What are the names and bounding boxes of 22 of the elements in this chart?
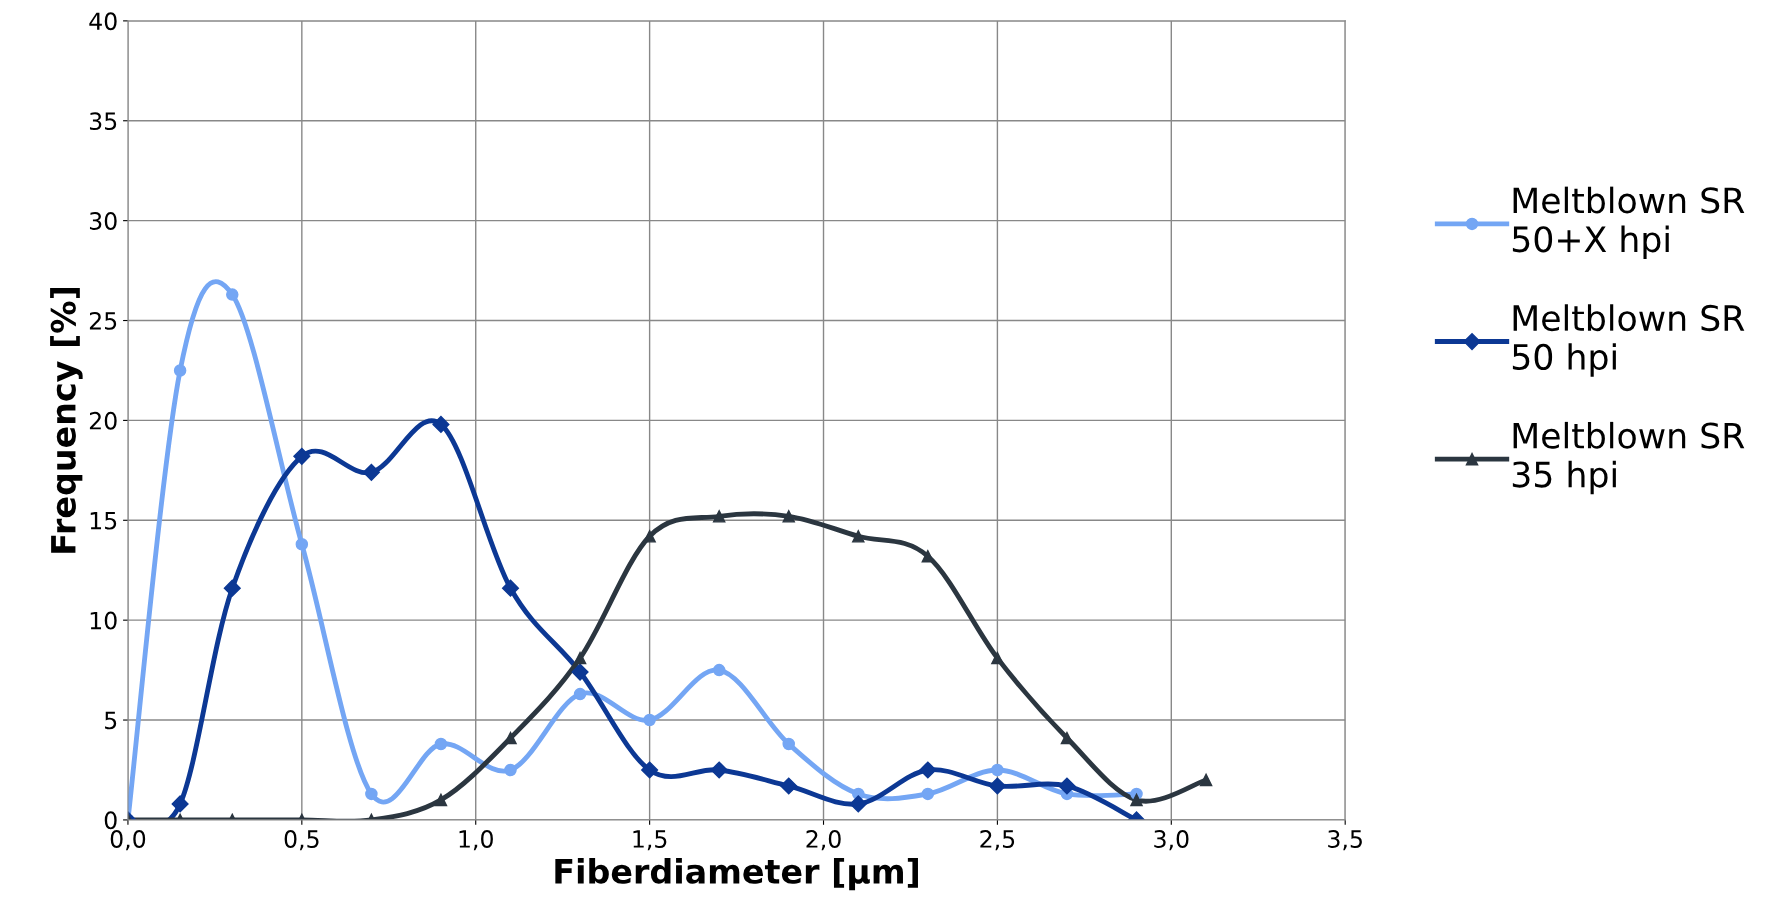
y-tick-label: 20 <box>89 411 117 430</box>
y-tick-label: 0 <box>104 811 117 830</box>
x-axis-title: Fiberdiameter [µm] <box>555 858 918 891</box>
x-tick-label: 1,5 <box>633 830 667 851</box>
legend-label: Meltblown SR 50 hpi <box>1512 304 1745 377</box>
x-tick-label: 0,0 <box>110 830 146 851</box>
y-tick-label: 10 <box>90 611 117 630</box>
x-tick-label: 2,0 <box>806 830 841 851</box>
x-tick-label: 1,0 <box>459 830 493 851</box>
legend-label: Meltblown SR 50+X hpi <box>1512 186 1745 260</box>
y-axis-title: Frequency [%] <box>50 287 83 553</box>
x-tick-label: 0,5 <box>284 830 319 851</box>
y-tick-label: 25 <box>89 311 117 330</box>
y-tick-label: 5 <box>105 711 117 730</box>
y-tick-label: 40 <box>89 12 117 31</box>
y-tick-label: 30 <box>89 212 117 230</box>
y-tick-label: 15 <box>90 512 117 530</box>
x-tick-label: 2,5 <box>980 830 1015 851</box>
x-tick-label: 3,0 <box>1154 830 1189 851</box>
x-tick-label: 3,5 <box>1328 830 1362 851</box>
y-tick-label: 35 <box>89 112 117 131</box>
legend-label: Meltblown SR 35 hpi <box>1512 421 1745 495</box>
